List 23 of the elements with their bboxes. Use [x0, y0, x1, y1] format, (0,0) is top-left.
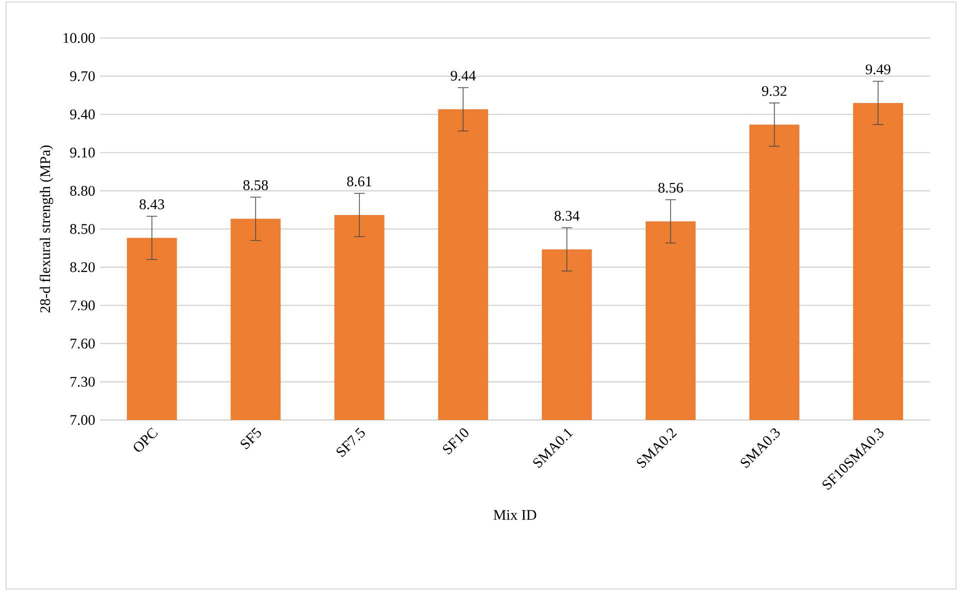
data-label: 8.43	[140, 199, 164, 210]
y-tick-label: 7.90	[70, 300, 95, 310]
y-tick-label: 9.70	[70, 71, 95, 82]
x-tick-label: SF5	[240, 428, 262, 450]
y-tick-label: 10.00	[64, 33, 95, 43]
y-tick-label: 8.50	[70, 224, 95, 234]
y-tick-label: 9.10	[70, 148, 95, 158]
x-axis-title: Mix ID	[494, 510, 536, 520]
data-label: 9.32	[762, 86, 786, 96]
y-tick-label: 9.40	[70, 109, 95, 120]
y-tick-label: 8.20	[70, 262, 95, 272]
y-tick-label: 7.00	[70, 415, 95, 425]
data-label: 8.58	[243, 180, 268, 190]
data-label: 9.44	[450, 70, 476, 81]
data-label: 8.34	[554, 210, 580, 221]
y-tick-label: 8.80	[70, 186, 95, 196]
y-tick-label: 7.30	[70, 376, 95, 387]
y-axis-title: 28-d flexural strength (MPa)	[40, 146, 54, 312]
y-tick-label: 7.60	[70, 338, 95, 349]
data-label: 8.56	[658, 182, 684, 193]
data-label: 9.49	[866, 64, 890, 74]
data-label: 8.61	[347, 176, 372, 186]
x-tick-label: OPC	[134, 428, 158, 452]
